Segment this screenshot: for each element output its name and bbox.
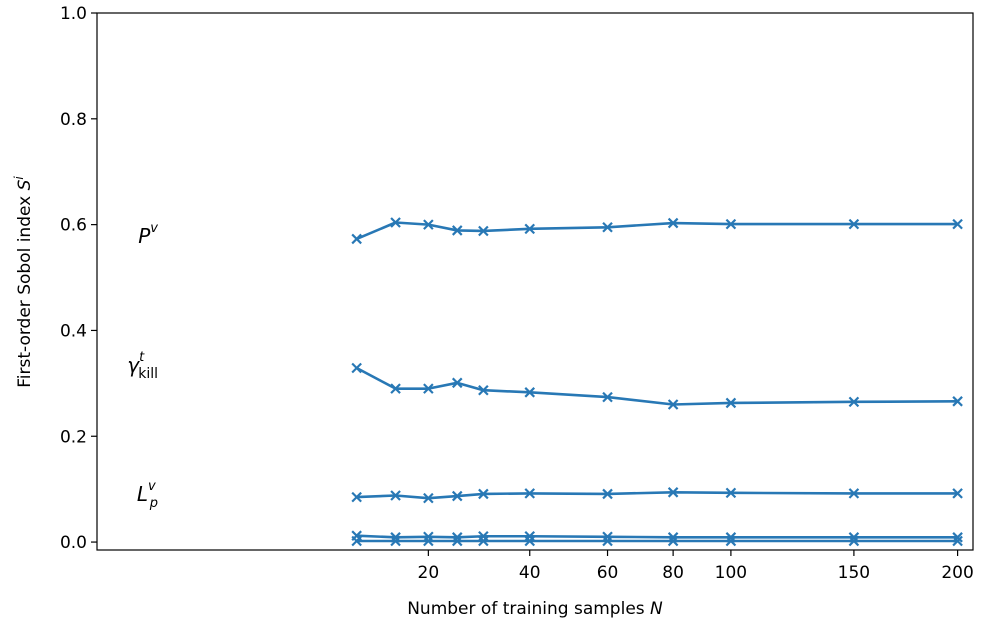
x-tick-label: 40 (519, 563, 541, 583)
y-axis-label-variable: S (15, 179, 35, 190)
data-point-marker (423, 535, 434, 547)
x-axis-label-text: Number of training samples (407, 599, 645, 619)
data-point-marker (351, 491, 362, 503)
data-point-marker (390, 490, 401, 501)
y-tick-label: 1.0 (60, 4, 87, 24)
data-point-marker (524, 223, 536, 235)
y-tick-label: 0.0 (60, 533, 87, 553)
data-point-marker (725, 487, 737, 499)
data-point-marker (848, 396, 860, 408)
data-point-marker (451, 377, 463, 389)
data-point-marker (667, 399, 679, 410)
data-point-marker (524, 488, 536, 499)
data-point-marker (667, 535, 679, 547)
series-line-3 (356, 534, 958, 539)
x-tick-label: 200 (941, 563, 973, 583)
x-tick-label: 60 (597, 563, 619, 583)
x-axis-label-variable: N (650, 599, 663, 619)
y-axis-label: First-order Sobol index Si (12, 176, 35, 388)
series-label-1: γt kill (127, 350, 158, 382)
data-point-marker (725, 535, 737, 547)
series-label-symbol: P (138, 224, 151, 248)
data-point-marker (667, 487, 679, 498)
data-point-marker (478, 488, 489, 500)
series-label-subscript: kill (138, 366, 158, 382)
data-point-marker (478, 225, 489, 237)
series-label-subscript: p (149, 496, 158, 511)
x-axis-ticks: 20 40 60 80 100 150 200 (418, 550, 974, 583)
data-point-marker (725, 397, 737, 409)
data-point-marker (351, 535, 362, 547)
data-point-marker (451, 490, 463, 502)
data-point-marker (725, 218, 737, 230)
series-line-1 (356, 366, 958, 406)
data-point-marker (478, 384, 489, 396)
y-tick-label: 0.6 (60, 216, 87, 236)
data-point-marker (351, 362, 362, 374)
data-point-marker (524, 387, 536, 398)
series-line-0 (356, 221, 958, 241)
data-point-marker (848, 535, 860, 547)
data-point-marker (848, 488, 860, 499)
data-point-marker (602, 391, 613, 403)
data-point-marker (602, 221, 613, 233)
series-line-2 (356, 491, 958, 500)
data-point-marker (423, 383, 434, 394)
data-point-marker (390, 535, 401, 547)
x-tick-label: 100 (715, 563, 747, 583)
data-point-marker (848, 218, 860, 230)
series-layer (351, 217, 963, 547)
y-tick-label: 0.2 (60, 427, 87, 447)
data-point-marker (390, 383, 401, 394)
series-label-superscript: v (150, 221, 158, 236)
data-point-marker (952, 488, 963, 499)
data-point-marker (423, 219, 434, 230)
data-point-marker (667, 217, 679, 229)
y-tick-label: 0.8 (60, 110, 87, 130)
plot-area-frame (96, 12, 974, 551)
data-point-marker (478, 535, 489, 547)
data-point-marker (952, 218, 963, 230)
series-label-symbol: L (137, 482, 148, 506)
y-axis-ticks: 0.0 0.2 0.4 0.6 0.8 1.0 (60, 4, 97, 553)
series-label-superscript: t (139, 350, 145, 365)
x-axis-label: Number of training samples N (407, 599, 663, 619)
y-axis-label-superscript: i (12, 176, 26, 180)
series-label-symbol: γ (127, 353, 140, 377)
series-label-2: Lv p (137, 479, 158, 511)
x-tick-label: 80 (662, 563, 684, 583)
data-point-marker (423, 492, 434, 504)
series-label-0: Pv (138, 221, 158, 248)
data-point-marker (952, 396, 963, 407)
series-label-superscript: v (148, 479, 156, 494)
data-point-marker (602, 488, 613, 500)
data-point-marker (602, 535, 613, 547)
data-point-marker (524, 535, 536, 547)
y-tick-label: 0.4 (60, 321, 87, 341)
x-tick-label: 150 (838, 563, 870, 583)
data-point-marker (390, 217, 401, 228)
data-point-marker (451, 535, 463, 547)
data-point-marker (351, 233, 362, 245)
y-axis-label-text: First-order Sobol index (15, 196, 35, 388)
x-tick-label: 20 (418, 563, 440, 583)
data-point-marker (451, 225, 463, 236)
data-point-marker (952, 535, 963, 547)
